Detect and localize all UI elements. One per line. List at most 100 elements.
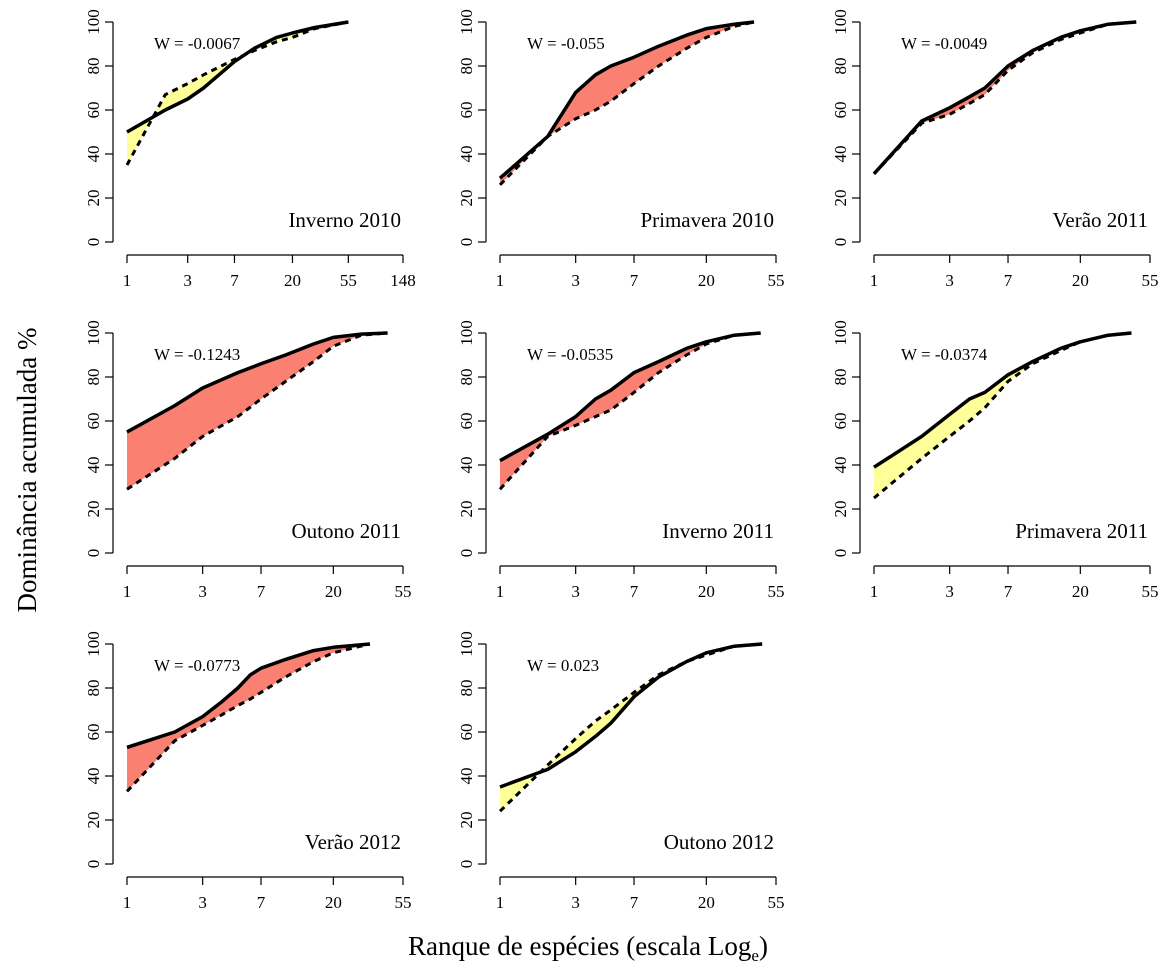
x-tick-label: 1 bbox=[870, 582, 879, 601]
panel: 0 20 40 60 80 100 1 3 7 20 55 W = -0.055 Primavera 2… bbox=[457, 9, 785, 290]
x-tick-label: 3 bbox=[945, 271, 954, 290]
x-tick-label: 3 bbox=[183, 271, 192, 290]
x-tick-label: 20 bbox=[698, 893, 715, 912]
y-tick-label: 100 bbox=[457, 631, 476, 657]
x-tick-label: 20 bbox=[1072, 271, 1089, 290]
x-tick-label: 55 bbox=[395, 893, 412, 912]
y-tick-label: 40 bbox=[831, 146, 850, 163]
y-tick-label: 80 bbox=[831, 369, 850, 386]
y-tick-label: 0 bbox=[457, 238, 476, 247]
y-tick-label: 60 bbox=[84, 724, 103, 741]
x-tick-label: 1 bbox=[496, 582, 505, 601]
x-tick-label: 3 bbox=[571, 582, 580, 601]
x-tick-label: 3 bbox=[571, 893, 580, 912]
x-tick-label: 55 bbox=[1142, 271, 1159, 290]
x-tick-label: 1 bbox=[496, 893, 505, 912]
panel: 0 20 40 60 80 100 1 3 7 20 55 148 W = -0.0067 Inverno… bbox=[84, 9, 416, 290]
y-tick-label: 0 bbox=[831, 549, 850, 558]
panel: 0 20 40 60 80 100 1 3 7 20 55 W = -0.0535 Inverno 20… bbox=[457, 320, 785, 601]
y-tick-label: 40 bbox=[84, 146, 103, 163]
panel-title: Inverno 2010 bbox=[288, 208, 401, 232]
x-tick-label: 55 bbox=[768, 582, 785, 601]
y-tick-label: 40 bbox=[84, 768, 103, 785]
y-tick-label: 100 bbox=[457, 9, 476, 35]
x-tick-label: 7 bbox=[257, 582, 266, 601]
y-tick-label: 100 bbox=[84, 9, 103, 35]
x-tick-label: 148 bbox=[390, 271, 416, 290]
y-tick-label: 100 bbox=[84, 320, 103, 346]
x-tick-label: 1 bbox=[123, 893, 132, 912]
y-tick-label: 100 bbox=[831, 9, 850, 35]
panel-title: Inverno 2011 bbox=[662, 519, 774, 543]
series-line bbox=[872, 20, 1137, 175]
panel: 0 20 40 60 80 100 1 3 7 20 55 W = -0.0374 Primavera … bbox=[831, 320, 1159, 601]
annotation: W = 0.023 bbox=[527, 656, 599, 675]
y-tick-label: 80 bbox=[84, 680, 103, 697]
y-tick-label: 0 bbox=[457, 860, 476, 869]
x-tick-label: 3 bbox=[198, 582, 207, 601]
y-tick-label: 0 bbox=[457, 549, 476, 558]
y-tick-label: 20 bbox=[831, 190, 850, 207]
panel-title: Outono 2012 bbox=[664, 830, 774, 854]
annotation: W = -0.055 bbox=[527, 34, 605, 53]
panel-title: Outono 2011 bbox=[292, 519, 401, 543]
x-tick-label: 55 bbox=[768, 271, 785, 290]
y-tick-label: 80 bbox=[457, 58, 476, 75]
series-line bbox=[126, 331, 388, 491]
y-tick-label: 60 bbox=[84, 102, 103, 119]
series-line bbox=[498, 642, 763, 813]
y-tick-label: 20 bbox=[84, 190, 103, 207]
y-axis-title: Dominância acumulada % bbox=[12, 328, 42, 613]
y-tick-label: 20 bbox=[831, 501, 850, 518]
y-tick-label: 20 bbox=[84, 812, 103, 829]
series-line bbox=[498, 331, 761, 491]
panel: 0 20 40 60 80 100 1 3 7 20 55 W = -0.1243 Outono 201… bbox=[84, 320, 412, 601]
annotation: W = -0.0049 bbox=[901, 34, 987, 53]
annotation: W = -0.0067 bbox=[154, 34, 241, 53]
x-tick-label: 1 bbox=[870, 271, 879, 290]
series-line bbox=[873, 331, 1132, 469]
x-tick-label: 3 bbox=[945, 582, 954, 601]
panel-title: Primavera 2010 bbox=[640, 208, 774, 232]
panel: 0 20 40 60 80 100 1 3 7 20 55 W = 0.023 Outono 2012 bbox=[457, 631, 785, 912]
y-tick-label: 60 bbox=[831, 413, 850, 430]
x-axis-title: Ranque de espécies (escala Loge) bbox=[408, 931, 768, 965]
x-tick-label: 55 bbox=[1142, 582, 1159, 601]
y-tick-label: 40 bbox=[457, 768, 476, 785]
y-tick-label: 0 bbox=[84, 549, 103, 558]
y-tick-label: 80 bbox=[831, 58, 850, 75]
annotation: W = -0.0773 bbox=[154, 656, 240, 675]
series-line bbox=[499, 642, 763, 789]
annotation: W = -0.0535 bbox=[527, 345, 613, 364]
y-tick-label: 40 bbox=[457, 146, 476, 163]
y-tick-label: 0 bbox=[84, 238, 103, 247]
y-tick-label: 60 bbox=[457, 413, 476, 430]
series-line bbox=[125, 20, 349, 166]
panel-title: Primavera 2011 bbox=[1015, 519, 1148, 543]
x-tick-label: 7 bbox=[1004, 582, 1013, 601]
y-tick-label: 0 bbox=[831, 238, 850, 247]
x-tick-label: 20 bbox=[1072, 582, 1089, 601]
annotation: W = -0.0374 bbox=[901, 345, 988, 364]
x-tick-label: 55 bbox=[768, 893, 785, 912]
y-tick-label: 40 bbox=[831, 457, 850, 474]
difference-area bbox=[127, 22, 349, 165]
y-tick-label: 20 bbox=[457, 812, 476, 829]
x-axis-title-text: Ranque de espécies (escala Log bbox=[408, 931, 751, 961]
y-tick-label: 60 bbox=[457, 102, 476, 119]
x-tick-label: 7 bbox=[257, 893, 266, 912]
x-tick-label: 20 bbox=[284, 271, 301, 290]
series-line bbox=[873, 331, 1132, 500]
y-tick-label: 20 bbox=[457, 190, 476, 207]
series-line bbox=[125, 642, 371, 793]
x-tick-label: 1 bbox=[123, 271, 132, 290]
y-tick-label: 100 bbox=[831, 320, 850, 346]
y-tick-label: 40 bbox=[457, 457, 476, 474]
x-tick-label: 3 bbox=[198, 893, 207, 912]
y-tick-label: 60 bbox=[457, 724, 476, 741]
y-tick-label: 80 bbox=[84, 58, 103, 75]
panel-title: Verão 2011 bbox=[1053, 208, 1148, 232]
panel: 0 20 40 60 80 100 1 3 7 20 55 W = -0.0773 Verão 2012 bbox=[84, 631, 412, 912]
y-tick-label: 80 bbox=[84, 369, 103, 386]
